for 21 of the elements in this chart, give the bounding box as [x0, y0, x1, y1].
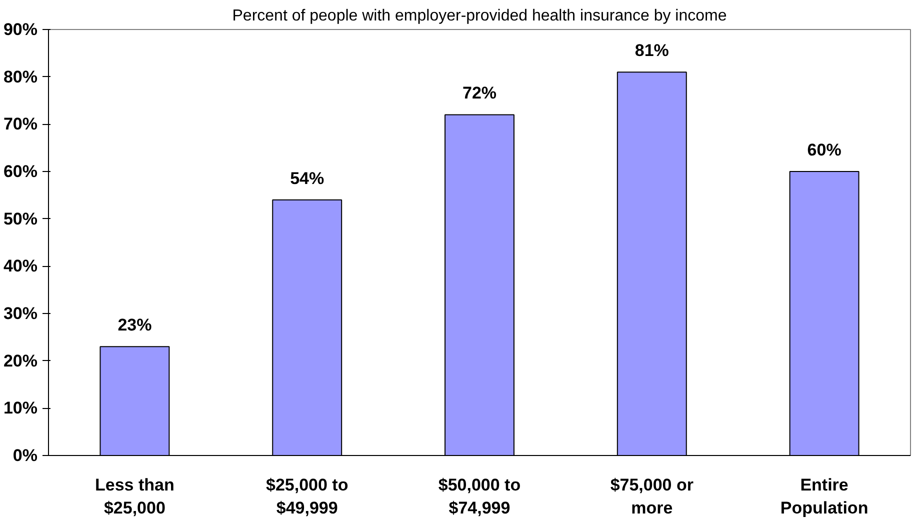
x-tick-label: Entire Population: [780, 476, 868, 518]
y-tick-label: 50%: [3, 209, 38, 228]
y-tick-label: 30%: [3, 304, 38, 323]
y-tick-label: 80%: [3, 67, 38, 86]
y-tick-label: 70%: [3, 114, 38, 134]
data-label: 60%: [807, 140, 842, 160]
y-tick-label: 20%: [3, 351, 38, 370]
y-tick-label: 0%: [12, 446, 38, 465]
data-label: 23%: [118, 316, 152, 335]
data-label: 72%: [462, 84, 497, 103]
x-tick-label: Less than $25,000: [95, 476, 174, 518]
data-label: 54%: [290, 168, 324, 188]
y-tick-label: 60%: [3, 162, 38, 181]
chart-title: Percent of people with employer-provided health insurance by income: [232, 8, 727, 24]
x-tick-label: $75,000 or more: [610, 476, 694, 518]
y-tick-label: 90%: [3, 20, 38, 39]
y-tick-label: 10%: [3, 398, 38, 418]
data-label: 81%: [634, 41, 669, 60]
y-tick-label: 40%: [3, 256, 38, 276]
x-tick-label: $25,000 to $49,999: [266, 476, 348, 518]
x-tick-label: $50,000 to $74,999: [438, 476, 521, 518]
